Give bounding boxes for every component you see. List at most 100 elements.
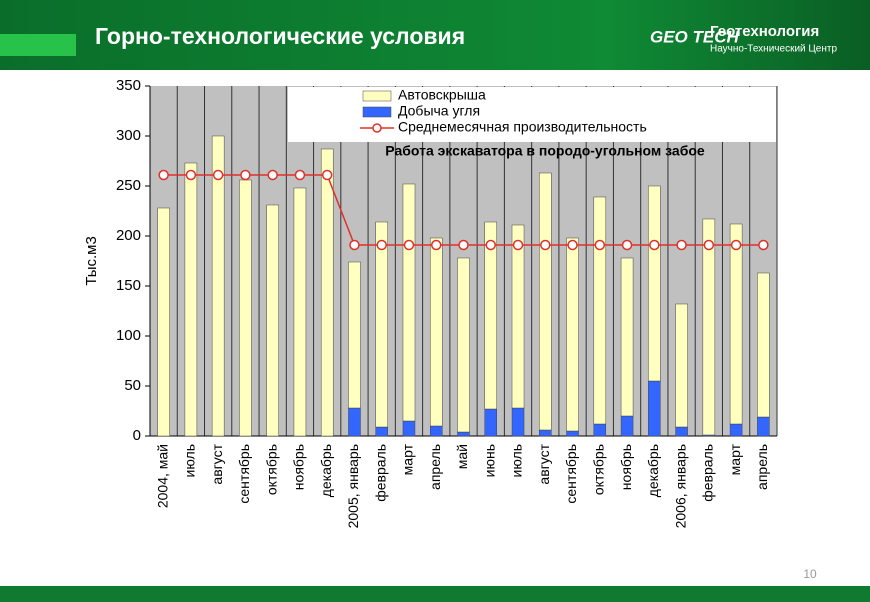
x-tick-label: март <box>727 443 743 475</box>
bar-segment <box>484 408 498 437</box>
bar-segment <box>457 431 470 437</box>
bar-segment <box>729 223 743 425</box>
line-marker <box>758 239 769 251</box>
line-marker <box>240 169 251 181</box>
bar-segment <box>375 426 388 437</box>
x-tick-label: 2004, май <box>154 444 170 508</box>
x-tick-label: 2005, январь <box>345 444 361 528</box>
y-tick-label: 300 <box>116 127 141 144</box>
y-tick-label: 100 <box>116 327 141 344</box>
x-tick-label: октябрь <box>263 444 279 495</box>
line-marker <box>730 239 742 251</box>
line-marker <box>185 169 197 181</box>
bar-segment <box>484 221 498 410</box>
bar-segment <box>239 179 252 437</box>
x-tick-label: февраль <box>700 444 716 502</box>
line-marker <box>158 169 169 181</box>
line-marker <box>430 239 442 251</box>
bar-segment <box>157 207 170 437</box>
bar-segment <box>266 204 279 437</box>
y-tick-label: 0 <box>133 427 141 444</box>
bar-segment <box>511 224 525 409</box>
annotation: Работа экскаватора в породо-угольном заб… <box>385 143 705 159</box>
line-marker <box>376 239 387 251</box>
x-tick-label: ноябрь <box>291 444 307 490</box>
x-tick-label: февраль <box>372 444 388 502</box>
x-tick-label: июль <box>182 444 198 477</box>
line-marker <box>512 239 524 251</box>
bar-segment <box>593 423 607 437</box>
bar-segment <box>620 257 634 417</box>
bar-segment <box>348 407 361 437</box>
line-marker <box>212 169 224 181</box>
bar-segment <box>511 407 525 437</box>
line-marker <box>349 239 360 251</box>
x-tick-label: 2006, январь <box>672 444 688 528</box>
bar-segment <box>593 196 607 425</box>
x-tick-label: май <box>454 444 470 469</box>
bar-segment <box>648 380 661 437</box>
x-tick-label: март <box>400 443 416 475</box>
line-marker <box>458 239 469 251</box>
chart: 0 50 100 150 200 250 300 350 Тыс.м3 2004, май июль… <box>83 77 778 528</box>
bar-segment <box>539 429 552 437</box>
line-marker <box>567 239 578 251</box>
bar-segment <box>429 237 443 427</box>
header-accent <box>0 34 76 56</box>
bar-segment <box>539 172 552 431</box>
bar-segment <box>729 423 743 437</box>
line-marker <box>594 239 606 251</box>
logo-sub: Научно-Технический Центр <box>710 44 837 55</box>
footer-band <box>0 586 870 602</box>
line-marker <box>267 169 278 181</box>
bar-segment <box>757 416 770 437</box>
header-band <box>0 0 870 70</box>
x-tick-label: август <box>209 443 225 484</box>
bar-segment <box>402 420 416 437</box>
bar-segment <box>348 261 361 409</box>
line-marker <box>649 239 660 251</box>
bar-segment <box>211 135 225 437</box>
bar-segment <box>757 272 770 418</box>
x-tick-label: апрель <box>754 444 770 490</box>
x-tick-label: декабрь <box>318 444 334 497</box>
bar-segment <box>648 185 661 382</box>
x-tick-label: декабрь <box>645 444 661 497</box>
legend-label: Автовскрыша <box>398 87 486 103</box>
bar-segment <box>702 218 716 436</box>
bar-segment <box>184 162 198 437</box>
bar-segment <box>375 221 388 428</box>
y-tick-label: 50 <box>124 377 141 394</box>
page-number: 10 <box>803 567 817 581</box>
bar-segment <box>457 257 470 433</box>
legend-swatch <box>362 106 392 118</box>
bar-segment <box>675 426 688 437</box>
line-marker <box>403 239 415 251</box>
line-marker <box>294 169 306 181</box>
bar-segment <box>566 237 579 432</box>
bar-segment <box>620 415 634 437</box>
line-marker <box>676 239 687 251</box>
x-tick-label: сентябрь <box>563 444 579 504</box>
bar-segment <box>429 425 443 437</box>
slide-title: Горно-технологические условия <box>95 23 465 49</box>
x-tick-label: октябрь <box>591 444 607 495</box>
bar-segment <box>320 148 334 437</box>
line-marker <box>485 239 497 251</box>
y-axis-label: Тыс.м3 <box>83 236 100 286</box>
y-tick-label: 350 <box>116 77 141 94</box>
x-tick-label: сентябрь <box>236 444 252 504</box>
logo-mark: GEO TECH <box>650 27 740 46</box>
line-marker <box>703 239 715 251</box>
legend-swatch <box>362 90 392 102</box>
legend-marker <box>372 123 382 133</box>
x-tick-label: август <box>536 443 552 484</box>
legend-label: Добыча угля <box>398 103 480 119</box>
y-tick-label: 150 <box>116 277 141 294</box>
bar-segment <box>566 430 579 437</box>
legend-label: Среднемесячная производительность <box>398 119 647 135</box>
x-tick-label: ноябрь <box>618 444 634 490</box>
line-marker <box>321 169 333 181</box>
logo-name: Геотехнология <box>710 23 819 40</box>
